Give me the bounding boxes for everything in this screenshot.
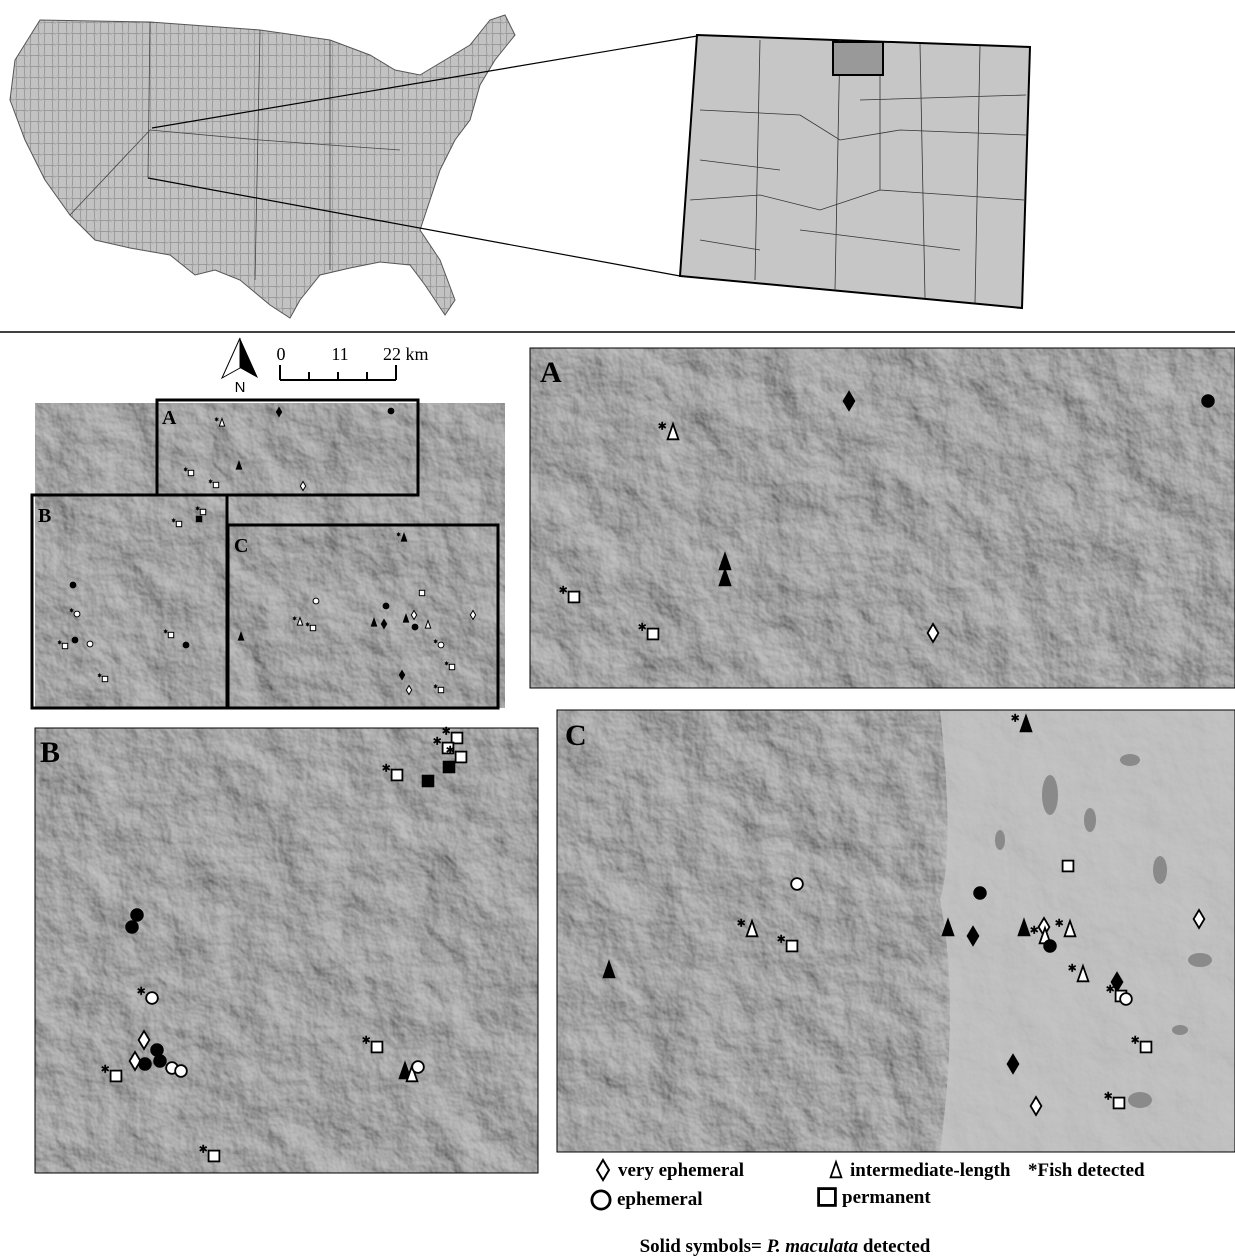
circle-symbol [412,1061,424,1073]
square-symbol [111,1071,122,1082]
panel-label: A [540,356,562,389]
north-label: N [235,379,246,396]
box-label: A [162,407,177,429]
square-symbol [213,482,218,487]
legend-label: ephemeral [617,1189,702,1210]
circle-symbol [1044,940,1056,952]
circle-symbol [1120,993,1132,1005]
circle-symbol [383,603,389,609]
circle-symbol [70,582,76,588]
scale-bar: N 0 11 22 km [222,338,429,396]
square-symbol [392,770,403,781]
legend-label: very ephemeral [618,1160,744,1181]
square-symbol [310,625,315,630]
box-label: C [234,535,248,557]
figure: N 0 11 22 km A B C A B C [0,0,1235,1256]
circle-symbol [412,624,418,630]
legend-label: permanent [842,1187,931,1208]
square-symbol [819,1189,836,1206]
box-label: B [38,505,51,527]
circle-symbol [974,887,986,899]
square-symbol [102,676,107,681]
square-symbol [372,1042,383,1053]
legend-label: intermediate-length [850,1160,1011,1181]
circle-symbol [175,1065,187,1077]
square-symbol [438,687,443,692]
panel-c: C [557,710,1235,1152]
legend-label: *Fish detected [1028,1160,1145,1181]
square-symbol [569,592,580,603]
square-symbol [62,643,67,648]
note-prefix: Solid symbols= [640,1236,767,1256]
legend-note: Solid symbols= P. maculata detected [640,1236,931,1256]
panel-label: C [565,719,587,752]
circle-symbol [388,408,394,414]
square-symbol [1063,861,1074,872]
circle-symbol [139,1058,151,1070]
scale-tick: 11 [331,344,348,364]
circle-symbol [146,992,158,1004]
circle-symbol [438,642,444,648]
diamond-symbol [597,1160,609,1180]
triangle-symbol [831,1162,842,1177]
circle-symbol [313,598,319,604]
square-symbol [1141,1042,1152,1053]
square-symbol [200,509,205,514]
circle-symbol [151,1044,163,1056]
circle-symbol [126,921,138,933]
square-symbol [423,776,434,787]
square-symbol [176,521,181,526]
circle-symbol [1202,395,1214,407]
square-symbol [648,629,659,640]
square-symbol [209,1151,220,1162]
scale-tick: 22 km [383,344,429,364]
square-symbol [188,470,193,475]
colorado-map [680,35,1030,308]
us-map [5,10,525,325]
circle-symbol [154,1055,166,1067]
legend: very ephemeral intermediate-length *Fish… [592,1160,1145,1256]
square-symbol [449,664,454,669]
circle-symbol [791,878,803,890]
overview-map: A B C [32,400,505,708]
circle-symbol [183,642,189,648]
square-symbol [419,590,424,595]
square-symbol [1114,1098,1125,1109]
circle-symbol [87,641,93,647]
square-symbol [168,632,173,637]
square-symbol [444,762,455,773]
note-species: P. maculata [766,1236,859,1256]
panel-label: B [40,736,60,769]
square-symbol [787,941,798,952]
panel-a: A [530,348,1235,688]
circle-symbol [72,637,78,643]
panel-b: B [35,728,538,1173]
circle-symbol [74,611,80,617]
scale-tick: 0 [277,344,286,364]
circle-symbol [131,909,143,921]
note-suffix: detected [858,1236,931,1256]
square-symbol [196,516,201,521]
square-symbol [456,752,467,763]
circle-symbol [592,1191,610,1209]
